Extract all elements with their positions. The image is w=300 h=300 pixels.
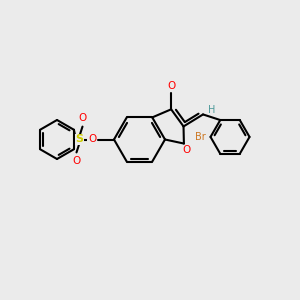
Text: O: O <box>72 156 81 167</box>
Text: Br: Br <box>195 132 206 142</box>
Text: O: O <box>78 112 87 123</box>
Text: S: S <box>76 134 83 145</box>
Text: O: O <box>88 134 96 145</box>
Text: O: O <box>167 81 175 91</box>
Text: O: O <box>183 145 191 155</box>
Text: H: H <box>208 105 216 115</box>
